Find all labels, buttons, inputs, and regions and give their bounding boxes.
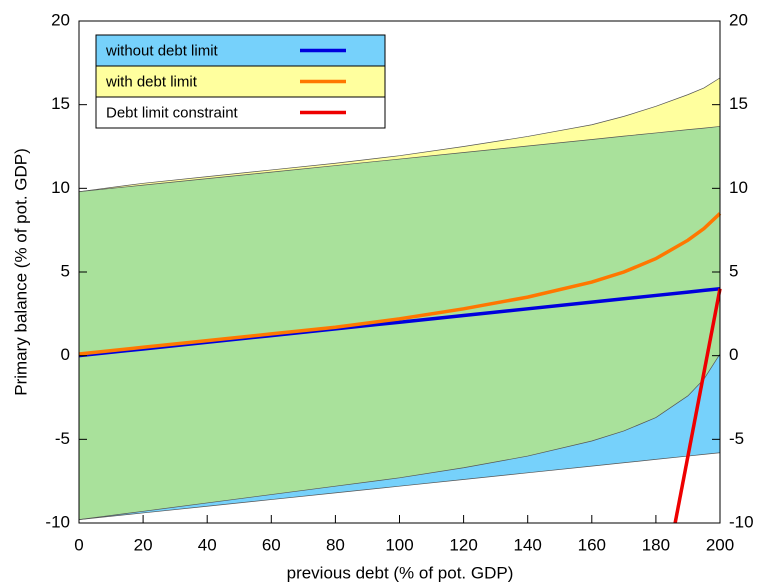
legend-label: with debt limit [105, 73, 198, 90]
series-line [673, 288, 722, 524]
y-tick-label: -5 [55, 429, 70, 448]
y2-tick-label: 15 [729, 94, 748, 113]
y2-tick-label: 10 [729, 178, 748, 197]
x-tick-label: 120 [449, 535, 477, 554]
legend-label: without debt limit [105, 42, 219, 59]
x-tick-label: 40 [198, 535, 217, 554]
y2-tick-label: 20 [729, 10, 748, 29]
y-tick-label: -10 [45, 512, 70, 531]
x-tick-label: 100 [385, 535, 413, 554]
y-tick-label: 10 [51, 178, 70, 197]
band-edge [78, 126, 721, 193]
x-tick-label: 160 [578, 535, 606, 554]
plot-area [78, 77, 722, 524]
y2-tick-label: -5 [729, 429, 744, 448]
x-axis-label: previous debt (% of pot. GDP) [287, 563, 514, 582]
y2-tick-label: 5 [729, 261, 738, 280]
band-edge [78, 77, 721, 193]
x-tick-label: 0 [74, 535, 83, 554]
legend-label: Debt limit constraint [106, 104, 239, 121]
x-tick-label: 200 [706, 535, 734, 554]
series-line [78, 212, 722, 356]
band-edge [78, 452, 721, 520]
y-tick-label: 15 [51, 94, 70, 113]
x-tick-label: 60 [262, 535, 281, 554]
band-edge [78, 353, 721, 520]
x-tick-label: 80 [326, 535, 345, 554]
x-tick-label: 20 [134, 535, 153, 554]
x-tick-label: 140 [514, 535, 542, 554]
y2-tick-label: 0 [729, 345, 738, 364]
y-axis-label: Primary balance (% of pot. GDP) [11, 148, 30, 396]
y-tick-label: 0 [61, 345, 70, 364]
y-tick-label: 20 [51, 10, 70, 29]
y-tick-label: 5 [61, 261, 70, 280]
y2-tick-label: -10 [729, 512, 754, 531]
x-tick-label: 180 [642, 535, 670, 554]
